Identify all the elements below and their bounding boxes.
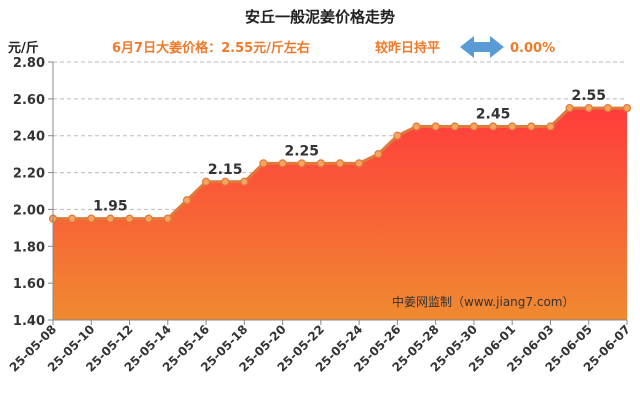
data-point <box>584 103 593 113</box>
x-axis-ticks: 25-05-0825-05-1025-05-1225-05-1425-05-16… <box>7 320 633 375</box>
data-point <box>469 122 479 131</box>
price-area <box>53 108 627 320</box>
data-point <box>259 159 268 168</box>
flat-arrow-icon <box>460 36 504 58</box>
data-label: 2.55 <box>571 88 606 104</box>
y-tick-label: 2.00 <box>13 203 45 218</box>
y-axis-label: 元/斤 <box>8 40 39 56</box>
data-point <box>355 159 364 168</box>
y-axis-ticks: 1.40 1.60 1.80 2.00 2.20 2.40 2.60 2.80 <box>13 56 53 329</box>
compare-text: 较昨日持平 <box>375 40 440 56</box>
y-tick-label: 1.60 <box>13 277 45 292</box>
data-point <box>163 214 172 223</box>
data-point <box>68 214 77 223</box>
data-point <box>622 103 632 113</box>
data-point <box>221 177 230 186</box>
y-tick-label: 2.20 <box>13 167 45 182</box>
data-point <box>240 177 249 186</box>
data-point <box>106 214 115 223</box>
data-point <box>450 122 459 131</box>
data-labels: 1.95 2.15 2.25 2.45 2.55 <box>93 88 606 215</box>
y-tick-label: 2.40 <box>13 130 45 145</box>
data-point <box>144 214 153 223</box>
data-label: 2.45 <box>476 107 511 123</box>
data-point <box>508 122 517 131</box>
data-point <box>488 122 498 131</box>
y-tick-label: 1.80 <box>13 240 45 255</box>
data-point <box>335 159 345 168</box>
data-label: 1.95 <box>93 199 128 215</box>
data-point <box>316 159 325 168</box>
data-point <box>546 122 555 131</box>
data-point <box>527 122 536 131</box>
data-point <box>297 159 306 168</box>
data-label: 2.15 <box>208 162 243 178</box>
data-point <box>393 131 402 140</box>
watermark: 中姜网监制（www.jiang7.com） <box>392 294 574 309</box>
data-point <box>603 103 612 113</box>
data-point <box>201 177 211 186</box>
price-summary: 6月7日大姜价格：2.55元/斤左右 <box>112 40 310 56</box>
data-point <box>565 103 574 113</box>
data-point <box>87 214 96 223</box>
data-point <box>412 122 421 131</box>
data-point <box>278 159 287 168</box>
data-label: 2.25 <box>284 143 319 159</box>
data-point <box>374 150 383 159</box>
y-tick-label: 2.80 <box>13 56 45 71</box>
chart-title: 安丘一般泥姜价格走势 <box>245 8 395 26</box>
y-tick-label: 2.60 <box>13 93 45 108</box>
change-percent: 0.00% <box>510 41 555 56</box>
data-point <box>125 214 134 223</box>
data-point <box>182 196 192 205</box>
y-tick-label: 1.40 <box>13 314 45 329</box>
data-point <box>431 122 440 131</box>
